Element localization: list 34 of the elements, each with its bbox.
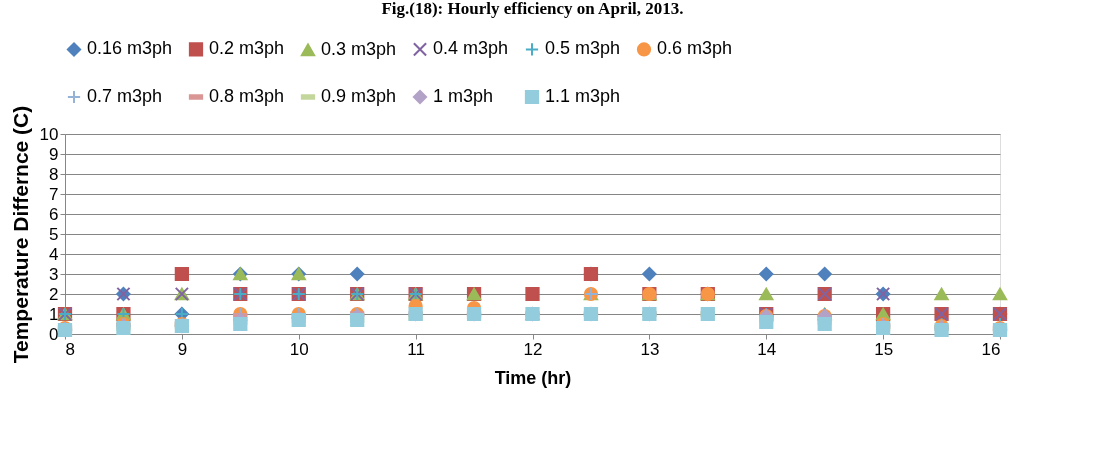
y-axis-title: Temperature Differnce (C) [8,105,32,364]
x-axis-title: Time (hr) [494,367,572,388]
legend-label: 0.6 m3ph [657,38,733,59]
x-tick-label: 13 [640,339,660,359]
legend-label: 0.4 m3ph [433,38,509,59]
y-tick-label: 0 [49,324,59,344]
y-tick-label: 7 [49,184,59,204]
legend-label: 0.3 m3ph [321,38,397,59]
x-tick-label: 8 [65,339,75,359]
y-tick-label: 9 [49,144,59,164]
y-tick-label: 10 [39,124,59,144]
y-tick-label: 6 [49,204,59,224]
legend-label: 0.5 m3ph [545,38,621,59]
x-tick-label: 11 [407,339,425,359]
legend-label: 1 m3ph [433,86,494,106]
legend-label: 0.2 m3ph [209,38,285,59]
x-tick-label: 12 [523,339,543,359]
legend-label: 0.9 m3ph [321,86,397,106]
x-tick-label: 9 [177,339,188,359]
chart-title: Fig.(18): Hourly efficiency on April, 2013. [381,0,684,18]
x-tick-label: 16 [981,339,1001,359]
y-tick-label: 5 [49,224,59,244]
legend-label: 1.1 m3ph [545,86,621,106]
y-tick-label: 8 [49,164,59,184]
y-tick-label: 4 [49,244,59,264]
x-tick-label: 15 [874,339,894,359]
x-tick-label: 10 [289,339,309,359]
y-tick-label: 2 [49,284,59,304]
x-tick-label: 14 [757,339,777,359]
y-tick-label: 3 [49,264,59,284]
legend-label: 0.7 m3ph [87,86,163,106]
legend-label: 0.16 m3ph [87,38,173,59]
legend-label: 0.8 m3ph [209,86,285,106]
y-tick-label: 1 [49,304,59,324]
